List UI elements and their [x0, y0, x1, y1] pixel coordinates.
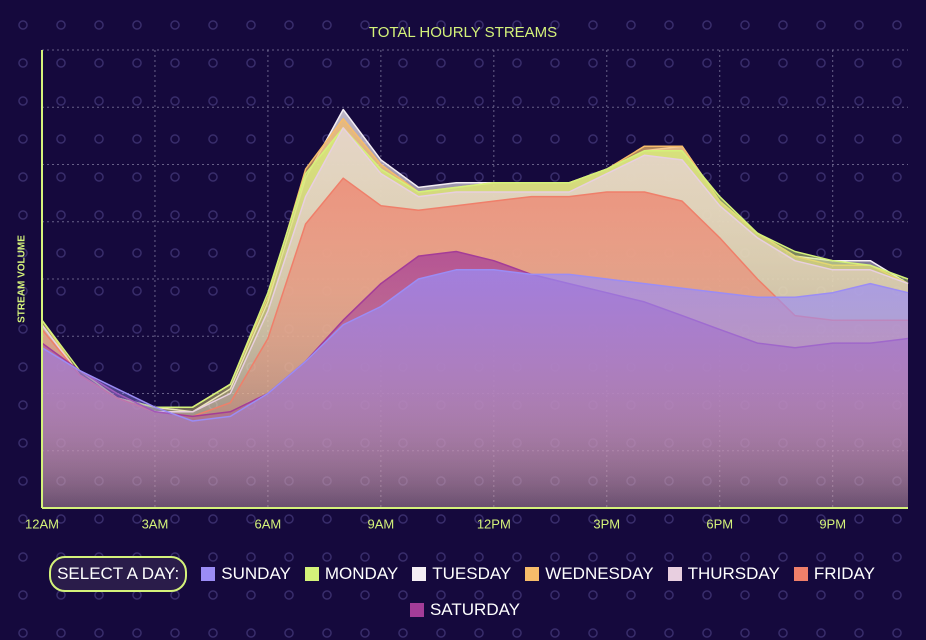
- legend: SELECT A DAY: SUNDAY MONDAY TUESDAY WEDNESD…: [36, 556, 896, 620]
- area: [42, 269, 908, 508]
- legend-item[interactable]: SUNDAY: [201, 564, 291, 584]
- legend-label: TUESDAY: [432, 564, 512, 583]
- legend-label: SATURDAY: [429, 600, 521, 619]
- x-tick-label: 12PM: [477, 516, 511, 531]
- legend-swatch: [201, 567, 216, 581]
- legend-swatch: [412, 567, 427, 581]
- legend-item[interactable]: THURSDAY: [667, 564, 780, 584]
- legend-swatch: [525, 567, 540, 581]
- legend-swatch: [409, 603, 424, 617]
- legend-item[interactable]: SATURDAY: [409, 600, 521, 620]
- x-tick-label: 9AM: [368, 516, 395, 531]
- x-tick-label: 3AM: [142, 516, 169, 531]
- legend-prompt[interactable]: SELECT A DAY:: [49, 556, 188, 592]
- chart-title: TOTAL HOURLY STREAMS: [369, 24, 557, 41]
- legend-label: SUNDAY: [221, 564, 291, 583]
- legend-item[interactable]: TUESDAY: [412, 564, 511, 584]
- x-tick-label: 12AM: [25, 516, 59, 531]
- legend-label: FRIDAY: [813, 564, 875, 583]
- x-tick-label: 3PM: [593, 516, 620, 531]
- area-line: [41, 127, 909, 408]
- area-line: [41, 269, 909, 422]
- y-axis-label: STREAM VOLUME: [17, 235, 28, 323]
- area-line: [41, 127, 909, 413]
- legend-label: THURSDAY: [687, 564, 780, 583]
- x-tick-label: 9PM: [819, 516, 846, 531]
- legend-item[interactable]: MONDAY: [304, 564, 399, 584]
- legend-item[interactable]: FRIDAY: [793, 564, 875, 584]
- legend-label: MONDAY: [324, 564, 399, 583]
- legend-swatch: [793, 567, 808, 581]
- x-tick-label: 6AM: [255, 516, 282, 531]
- legend-label: WEDNESDAY: [545, 564, 654, 583]
- x-tick-label: 6PM: [706, 516, 733, 531]
- legend-swatch: [304, 567, 319, 581]
- legend-item[interactable]: WEDNESDAY: [525, 564, 654, 584]
- legend-swatch: [667, 567, 682, 581]
